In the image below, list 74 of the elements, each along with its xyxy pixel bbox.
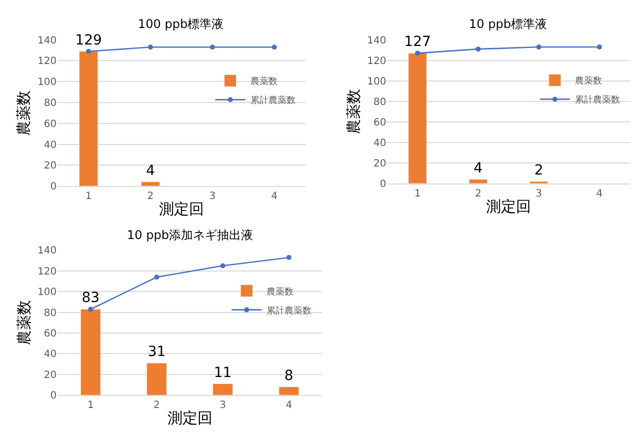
y-tick-label: 60 [44, 328, 57, 340]
point [88, 306, 94, 312]
y-tick-label: 120 [367, 56, 386, 67]
x-tick-label: 4 [596, 188, 603, 200]
legend-label: 累計農薬数 [574, 94, 620, 106]
y-tick-label: 140 [38, 246, 57, 257]
y-tick-label: 60 [373, 117, 386, 128]
point [154, 274, 160, 280]
y-tick-label: 120 [38, 56, 57, 68]
x-tick-label: 3 [220, 400, 226, 412]
point [220, 263, 226, 268]
y-tick-label: 20 [44, 370, 57, 381]
chart-title: 10 ppb標準液 [469, 17, 547, 31]
point [286, 254, 292, 260]
legend-label: 農薬数 [250, 76, 278, 88]
bar [468, 179, 488, 184]
chart-title: 100 ppb標準液 [138, 17, 224, 31]
data-label: 8 [284, 368, 294, 384]
y-axis-title: 農薬数 [14, 90, 33, 136]
data-label: 2 [534, 162, 544, 178]
y-tick-label: 20 [373, 158, 386, 170]
x-axis-title: 測定回 [486, 198, 531, 216]
point [476, 46, 481, 52]
point [415, 50, 420, 56]
bar [146, 362, 167, 396]
legend-label: 農薬数 [266, 286, 294, 298]
y-tick-label: 40 [44, 140, 57, 151]
data-label: 4 [146, 162, 155, 179]
y-axis-title: 農薬数 [14, 300, 33, 346]
x-tick-label: 1 [87, 400, 94, 412]
x-tick-label: 2 [474, 188, 482, 200]
x-tick-label: 3 [209, 191, 216, 202]
bar [408, 52, 427, 184]
x-axis-title: 測定回 [158, 200, 204, 218]
y-tick-label: 100 [367, 76, 386, 88]
y-tick-label: 40 [44, 349, 57, 360]
y-tick-label: 80 [44, 308, 57, 319]
x-tick-label: 1 [85, 191, 92, 202]
data-label: 4 [474, 160, 483, 176]
y-tick-label: 80 [373, 96, 386, 108]
point [596, 44, 602, 50]
x-tick-label: 3 [536, 188, 542, 200]
x-tick-label: 4 [286, 400, 292, 412]
y-tick-label: 40 [373, 138, 386, 149]
data-label: 83 [82, 290, 100, 306]
bar [80, 308, 101, 396]
y-tick-label: 140 [38, 35, 57, 46]
point [536, 44, 542, 50]
legend-label: 累計農薬数 [266, 305, 312, 316]
y-tick-label: 20 [44, 160, 57, 172]
y-tick-label: 120 [38, 266, 57, 278]
x-tick-label: 2 [154, 400, 160, 412]
y-tick-label: 0 [50, 182, 57, 193]
x-axis-title: 測定回 [167, 409, 212, 428]
data-label: 129 [75, 32, 102, 48]
y-tick-label: 0 [50, 390, 57, 402]
y-tick-label: 100 [38, 77, 57, 88]
y-tick-label: 0 [380, 179, 386, 190]
x-tick-label: 2 [147, 191, 154, 202]
y-tick-label: 60 [44, 118, 57, 130]
y-tick-label: 80 [44, 98, 57, 110]
y-axis-title: 農薬数 [344, 89, 362, 134]
y-tick-label: 140 [367, 35, 386, 46]
x-tick-label: 4 [271, 191, 278, 202]
x-tick-label: 1 [414, 188, 421, 200]
legend-label: 累計農薬数 [250, 95, 296, 106]
data-label: 127 [404, 34, 431, 50]
bar [278, 386, 300, 396]
y-tick-label: 100 [38, 287, 57, 298]
chart-title: 10 ppb添加ネギ抽出液 [127, 228, 253, 242]
legend-label: 農薬数 [574, 76, 602, 87]
bar [212, 384, 233, 396]
data-label: 11 [214, 364, 232, 381]
data-label: 31 [148, 344, 166, 360]
